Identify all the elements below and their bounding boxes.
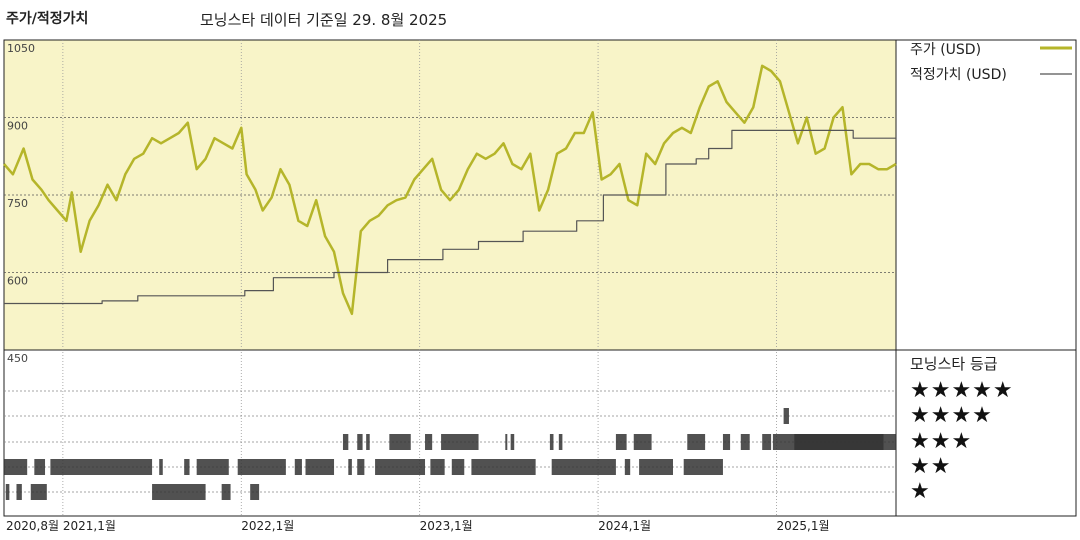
y-tick-label: 750 — [7, 197, 28, 210]
price-line — [3, 64, 897, 316]
rating-bar-3star — [687, 434, 706, 450]
rating-bar-4star — [783, 408, 789, 424]
rating-bar-3star — [441, 434, 479, 450]
y-tick-label: 1050 — [7, 42, 35, 55]
x-axis-ticks: 2020,8월 2021,1월 2022,1월 2023,1월 2024,1월 2025,… — [6, 519, 830, 533]
rating-bar-2star — [159, 459, 163, 475]
rating-bar-2star — [184, 459, 190, 475]
x-tick-label: 2025,1월 — [776, 519, 829, 533]
rating-stars-3: ★★★ — [910, 429, 972, 454]
rating-title: 모닝스타 등급 — [910, 355, 998, 373]
chart-frame — [3, 39, 1077, 517]
legend: 주가 (USD) 적정가치 (USD) 모닝스타 등급 — [910, 42, 1072, 373]
rating-stars-1: ★ — [910, 479, 931, 504]
rating-bar-1star — [221, 484, 231, 500]
rating-bar-2star — [624, 459, 631, 475]
y-tick-label: 450 — [7, 352, 28, 365]
rating-bar-1star — [30, 484, 47, 500]
rating-bar-3star — [342, 434, 349, 450]
series-lines — [3, 64, 897, 316]
rating-bar-3star — [510, 434, 515, 450]
rating-bar-1star — [16, 484, 22, 500]
rating-bar-2star — [375, 459, 426, 475]
rating-bar-2star — [471, 459, 536, 475]
fair-value-line — [4, 129, 896, 305]
rating-bar-2star — [237, 459, 286, 475]
rating-bar-1star — [250, 484, 260, 500]
chart-title: 주가/적정가치 — [6, 11, 89, 27]
rating-bar-3star — [425, 434, 433, 450]
legend-price-label: 주가 (USD) — [910, 42, 981, 58]
rating-bar-2star — [50, 459, 153, 475]
rating-bar-2star — [4, 459, 28, 475]
rating-bar-1star — [152, 484, 206, 500]
rating-bar-3star — [366, 434, 370, 450]
rating-bar-3star — [549, 434, 554, 450]
x-tick-label: 2021,1월 — [63, 519, 116, 533]
rating-bar-3star — [389, 434, 411, 450]
y-axis-ticks: 1050 900 750 600 450 — [7, 42, 35, 365]
rating-bar-3star — [762, 434, 772, 450]
rating-bar-2star — [294, 459, 302, 475]
x-tick-label: 2024,1월 — [598, 519, 651, 533]
rating-bars: ★★★★★★★★★★★★★★★ — [4, 378, 1014, 504]
rating-bar-2star — [305, 459, 335, 475]
rating-stars-2: ★★ — [910, 454, 951, 479]
x-tick-label: 2023,1월 — [420, 519, 473, 533]
rating-bar-3star — [722, 434, 731, 450]
y-tick-label: 600 — [7, 275, 28, 288]
rating-bar-3star — [633, 434, 652, 450]
rating-bar-2star — [34, 459, 46, 475]
rating-bar-2star — [430, 459, 445, 475]
rating-bar-2star — [683, 459, 723, 475]
legend-fair-label: 적정가치 (USD) — [910, 67, 1007, 83]
rating-bar-2star — [348, 459, 352, 475]
rating-bar-2star — [451, 459, 465, 475]
gridlines — [4, 40, 896, 516]
rating-bar-2star — [639, 459, 673, 475]
x-tick-label: 2022,1월 — [241, 519, 294, 533]
y-tick-label: 900 — [7, 120, 28, 133]
x-tick-label: 2020,8월 — [6, 519, 59, 533]
rating-bar-2star — [357, 459, 365, 475]
rating-stars-4: ★★★★ — [910, 403, 993, 428]
rating-bar-1star — [5, 484, 10, 500]
rating-bar-3star — [558, 434, 563, 450]
rating-bar-3star — [505, 434, 508, 450]
rating-bar-3star — [794, 434, 896, 450]
rating-bar-2star — [551, 459, 616, 475]
data-date-subtitle: 모닝스타 데이터 기준일 29. 8월 2025 — [200, 11, 448, 29]
rating-bar-3star — [740, 434, 750, 450]
rating-stars-5: ★★★★★ — [910, 378, 1014, 403]
rating-bar-3star — [615, 434, 627, 450]
rating-bar-2star — [196, 459, 229, 475]
rating-bar-3star — [357, 434, 363, 450]
